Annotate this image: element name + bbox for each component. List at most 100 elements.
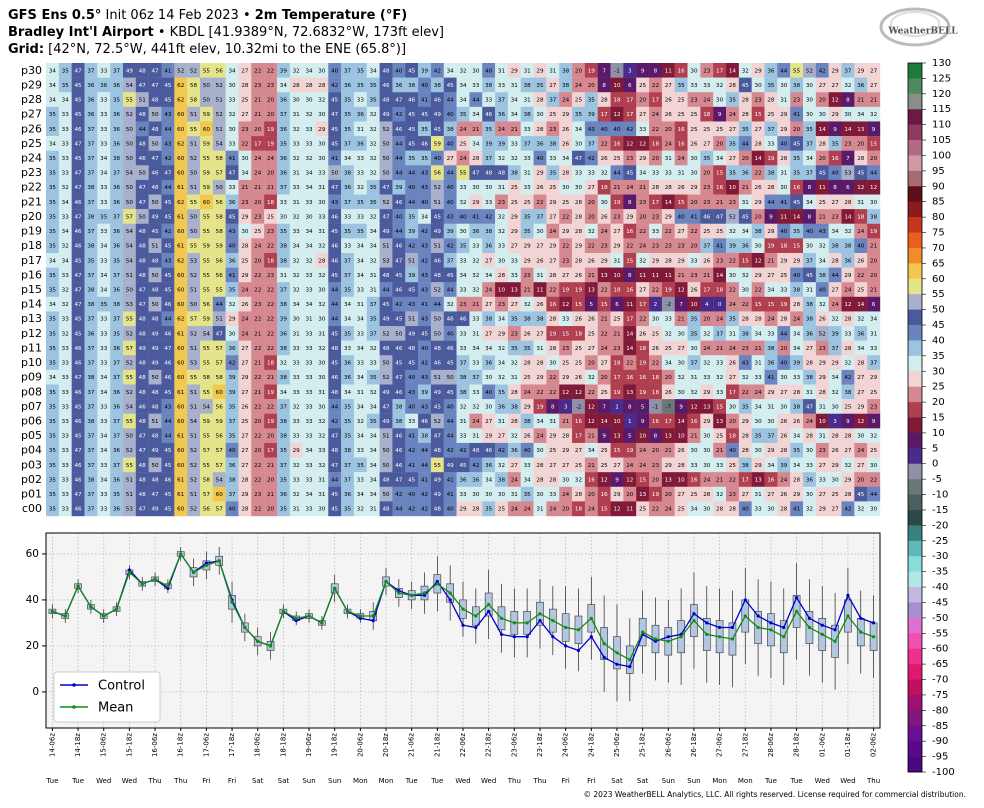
cell (212, 179, 226, 195)
colorbar-label: -40 (932, 582, 948, 593)
cell-label: 48 (408, 346, 416, 352)
cell-label: 40 (447, 200, 455, 206)
cell-label: 34 (793, 434, 801, 440)
cell-label: 52 (216, 112, 223, 118)
cell-label: 49 (139, 346, 147, 352)
series-marker (576, 628, 581, 632)
cell (854, 179, 868, 195)
cell-label: 33 (62, 492, 70, 498)
cell-label: 52 (434, 185, 441, 191)
cell (584, 63, 598, 78)
cell-label: 28 (575, 214, 583, 220)
cell-label: 59 (203, 141, 211, 147)
cell-label: 32 (293, 214, 300, 220)
cell-label: 30 (536, 448, 544, 454)
cell-label: 24 (588, 507, 596, 513)
cell-label: 23 (498, 200, 506, 206)
cell (110, 121, 124, 137)
cell-label: 32 (459, 200, 466, 206)
cell (828, 63, 842, 78)
cell (687, 136, 701, 151)
cell-label: 55 (126, 419, 134, 425)
series-marker (512, 621, 516, 625)
cell-label: 23 (254, 83, 262, 89)
cell (815, 179, 829, 195)
cell (418, 121, 432, 137)
cell-label: 28 (780, 507, 788, 513)
cell (122, 92, 137, 108)
cell-label: 58 (216, 214, 224, 220)
cell-label: 22 (588, 390, 595, 396)
cell-label: 11 (780, 214, 788, 220)
cell-label: 32 (357, 185, 364, 191)
colorbar-label: -70 (932, 675, 948, 686)
cell (443, 121, 457, 137)
cell-label: 28 (844, 346, 852, 352)
cell (777, 77, 791, 93)
cell-label: 47 (151, 68, 159, 74)
cell-label: 23 (832, 214, 840, 220)
cell-label: 30 (690, 156, 698, 162)
cell-label: 22 (267, 244, 274, 250)
cell-label: 34 (49, 258, 57, 264)
cell-label: 25 (575, 346, 583, 352)
cell-label: 31 (678, 171, 686, 177)
cell (456, 179, 470, 195)
logo-text: WeatherBELL (887, 27, 958, 37)
cell (803, 136, 817, 151)
cell-label: 47 (75, 141, 83, 147)
cell-label: 23 (703, 68, 711, 74)
cell (469, 92, 483, 108)
cell (661, 92, 675, 108)
cell-label: 19 (613, 390, 621, 396)
cell-label: 54 (203, 331, 211, 337)
cell-label: 25 (613, 156, 621, 162)
cell-label: 36 (485, 244, 493, 250)
cell-label: 47 (382, 214, 390, 220)
cell-label: 29 (562, 448, 570, 454)
cell-label: 40 (421, 346, 429, 352)
cell-label: 33 (459, 492, 467, 498)
cell-label: 33 (575, 171, 583, 177)
series-marker (782, 625, 786, 630)
cell-label: 36 (113, 346, 121, 352)
cell-label: 45 (793, 200, 801, 206)
cell-label: 46 (75, 200, 83, 206)
cell (661, 121, 675, 137)
cell-label: 45 (331, 141, 339, 147)
cell (392, 121, 406, 137)
cell-label: 20 (588, 83, 596, 89)
x-tick-label: 02-06z (870, 733, 878, 757)
cell (867, 121, 881, 137)
cell (507, 194, 521, 210)
colorbar-label: -35 (932, 567, 948, 578)
cell-label: 33 (562, 317, 570, 323)
cell (815, 194, 829, 210)
cell-label: 51 (151, 244, 159, 250)
cell (777, 63, 791, 78)
series-marker (320, 621, 324, 625)
cell-label: 44 (164, 419, 172, 425)
cell-label: 35 (793, 229, 801, 235)
cell-label: 52 (190, 273, 197, 279)
cell-label: 34 (357, 258, 365, 264)
cell-label: 40 (806, 229, 814, 235)
cell-label: 25 (562, 361, 570, 367)
cell-label: 48 (485, 171, 493, 177)
colorbar-band (908, 664, 922, 680)
cell (559, 165, 573, 181)
cell-label: 52 (177, 68, 184, 74)
cell (264, 63, 278, 78)
cell-label: 45 (75, 156, 83, 162)
cell-label: 34 (716, 156, 724, 162)
series-marker (782, 635, 786, 639)
cell (122, 121, 137, 137)
colorbar-band (908, 355, 922, 372)
cell-label: 58 (190, 98, 198, 104)
cell-label: 34 (305, 171, 313, 177)
cell-label: 42 (408, 507, 415, 513)
cell (71, 121, 85, 137)
series-marker (692, 619, 696, 623)
cell-label: 7 (602, 68, 606, 74)
cell-label: 61 (177, 492, 185, 498)
